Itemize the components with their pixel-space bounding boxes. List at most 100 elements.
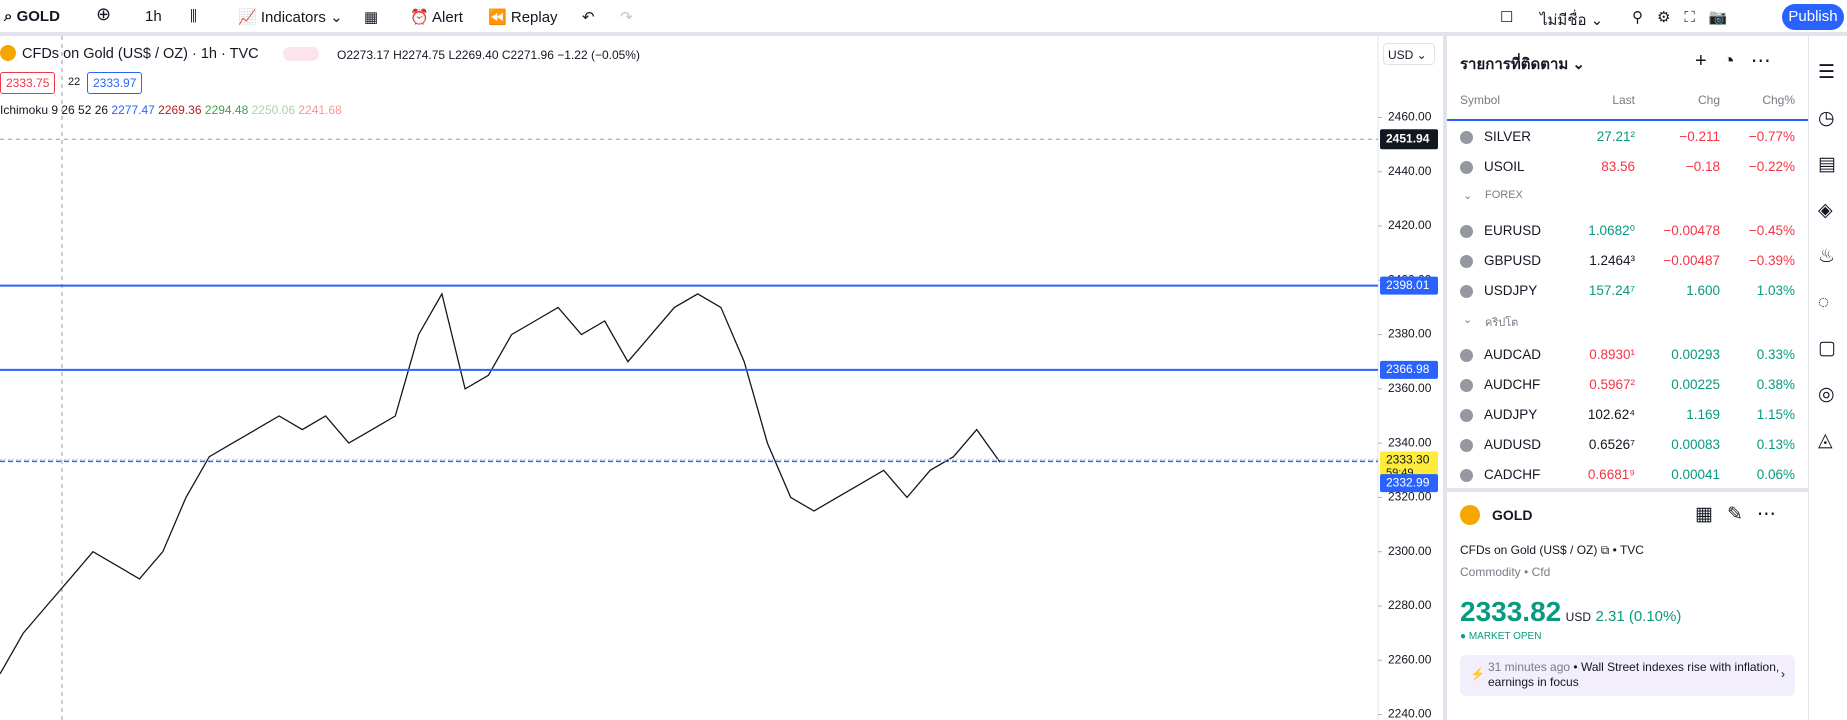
row-chgp: −0.39% (1748, 253, 1795, 268)
row-last: 0.5967² (1589, 377, 1635, 392)
y-tick-label: 2420.00 (1388, 218, 1432, 232)
watchlist-row[interactable]: AUDUSD 0.6526⁷ 0.00083 0.13% (1443, 430, 1808, 460)
row-chg: 0.00225 (1671, 377, 1720, 392)
watchlist-row[interactable]: AUDJPY 102.62⁴ 1.169 1.15% (1443, 400, 1808, 430)
bid-line-bg (1380, 474, 1438, 493)
symbol-search[interactable]: ⌕ GOLD (4, 8, 60, 25)
watchlist-row[interactable]: AUDCHF 0.5967² 0.00225 0.38% (1443, 370, 1808, 400)
watchlist-actions[interactable]: +◔⋯ (1695, 50, 1787, 72)
watchlist-title[interactable]: รายการที่ติดตาม ⌄ (1460, 56, 1586, 73)
row-chgp: 0.06% (1756, 467, 1795, 482)
row-chg: −0.00478 (1663, 223, 1720, 238)
row-symbol: AUDJPY (1484, 407, 1538, 422)
row-chg: 1.600 (1686, 283, 1720, 298)
indicators-button[interactable]: 📈 Indicators ⌄ (238, 9, 343, 26)
details-price: 2333.82 (1460, 596, 1562, 627)
publish-button[interactable]: Publish (1782, 4, 1844, 30)
row-symbol: AUDCHF (1484, 377, 1541, 392)
watchlist-name: รายการที่ติดตาม (1460, 56, 1569, 73)
currency-select[interactable]: USD ⌄ (1383, 43, 1435, 65)
watchlist-row[interactable]: SILVER 27.21² −0.211 −0.77% (1443, 122, 1808, 152)
row-chg: −0.00487 (1663, 253, 1720, 268)
symbol-icon (1460, 379, 1473, 392)
row-symbol: CADCHF (1484, 467, 1541, 482)
open: O2273.17 (337, 48, 390, 62)
lagging: 2294.48 (204, 103, 249, 117)
row-chg: 1.169 (1686, 407, 1720, 422)
col-last[interactable]: Last (1612, 93, 1635, 107)
symbol-icon (1460, 469, 1473, 482)
watchlist-row[interactable]: USDJPY 157.24⁷ 1.600 1.03% (1443, 276, 1808, 306)
alert-button[interactable]: ⏰ Alert (410, 9, 463, 26)
symbol-icon (1460, 161, 1473, 174)
y-tick-label: 2460.00 (1388, 110, 1432, 124)
ask[interactable]: 2333.97 (87, 72, 143, 94)
replay-button[interactable]: ⏪ Replay (488, 9, 558, 26)
section-header[interactable]: ⌄ คริปโต (1443, 306, 1808, 336)
col-chg[interactable]: Chg (1697, 93, 1720, 107)
sidebar-icons[interactable]: ☰ ◷ ▤ ◈ ♨ ◌ ▢ ◎ ◬ (1818, 62, 1836, 451)
lead-a: 2250.06 (251, 103, 296, 117)
status-badge (283, 47, 319, 61)
row-chgp: 0.33% (1756, 347, 1795, 362)
row-symbol: USDJPY (1484, 283, 1538, 298)
col-chgp[interactable]: Chg% (1762, 93, 1795, 107)
row-symbol: GBPUSD (1484, 253, 1542, 268)
details-actions[interactable]: ▦✎⋯ (1695, 504, 1790, 525)
watchlist-row[interactable]: GBPUSD 1.2464³ −0.00487 −0.39% (1443, 246, 1808, 276)
high: H2274.75 (393, 48, 446, 62)
row-last: 157.24⁷ (1588, 283, 1635, 298)
crosshair-label-bg (1380, 129, 1438, 150)
price-line (0, 292, 1001, 675)
y-tick-label: 2320.00 (1388, 490, 1432, 504)
templates[interactable]: ▦ (364, 9, 379, 26)
chart-title: CFDs on Gold (US$ / OZ) · 1h · TVC (22, 46, 259, 62)
news-card[interactable]: ⚡ 31 minutes ago • Wall Street indexes ri… (1460, 655, 1795, 696)
symbol-icon (1460, 131, 1473, 144)
row-chg: −0.18 (1685, 159, 1720, 174)
details-type: Commodity (1460, 565, 1521, 579)
y-tick-label: 2380.00 (1388, 327, 1432, 341)
row-symbol: EURUSD (1484, 223, 1542, 238)
details-currency: USD (1565, 610, 1592, 624)
toolbar-icons[interactable]: ⚲⚙⛶📷 (1632, 9, 1742, 26)
symbol: GOLD (16, 8, 60, 25)
watchlist-row[interactable]: USOIL 83.56 −0.18 −0.22% (1443, 152, 1808, 182)
line-label: 2398.01 (1386, 278, 1430, 292)
panel-divider (1447, 488, 1808, 492)
row-chg: −0.211 (1679, 129, 1720, 144)
add-symbol[interactable]: ⊕ (96, 4, 112, 24)
interval[interactable]: 1h (145, 8, 162, 25)
details-symbol: GOLD (1492, 507, 1533, 523)
last-price-label: 2333.30 (1386, 453, 1430, 467)
bid[interactable]: 2333.75 (0, 72, 56, 94)
section-header[interactable]: ⌄ FOREX (1443, 182, 1808, 212)
row-chgp: −0.77% (1748, 129, 1795, 144)
low: L2269.40 (448, 48, 499, 62)
layout-name[interactable]: ไม่มีชื่อ ⌄ (1540, 12, 1604, 29)
row-chgp: 1.15% (1756, 407, 1795, 422)
details-change: 2.31 (0.10%) (1595, 608, 1682, 625)
symbol-icon (1460, 349, 1473, 362)
fullscreen-box[interactable]: ☐ (1500, 9, 1514, 26)
status-label: MARKET OPEN (1468, 631, 1542, 642)
section-name: คริปโต (1485, 317, 1519, 329)
symbol-icon (1460, 225, 1473, 238)
row-last: 1.0682⁰ (1588, 223, 1635, 238)
row-chgp: −0.45% (1748, 223, 1795, 238)
row-last: 0.6681⁹ (1587, 467, 1635, 482)
row-chg: 0.00083 (1671, 437, 1720, 452)
row-last: 27.21² (1596, 129, 1635, 144)
watchlist-row[interactable]: EURUSD 1.0682⁰ −0.00478 −0.45% (1443, 216, 1808, 246)
watchlist-row[interactable]: AUDCAD 0.8930¹ 0.00293 0.33% (1443, 340, 1808, 370)
watchlist-row[interactable]: CADCHF 0.6681⁹ 0.00041 0.06% (1443, 460, 1808, 490)
chart-type[interactable]: ⫼ (190, 8, 197, 25)
col-symbol[interactable]: Symbol (1460, 93, 1501, 107)
redo[interactable]: ↷ (620, 9, 633, 26)
header-divider (1447, 119, 1808, 121)
row-symbol: USOIL (1484, 159, 1525, 174)
details-name-line: CFDs on Gold (US$ / OZ) ⧉ • TVC (1460, 543, 1644, 557)
undo[interactable]: ↶ (582, 9, 595, 26)
row-chgp: −0.22% (1748, 159, 1795, 174)
